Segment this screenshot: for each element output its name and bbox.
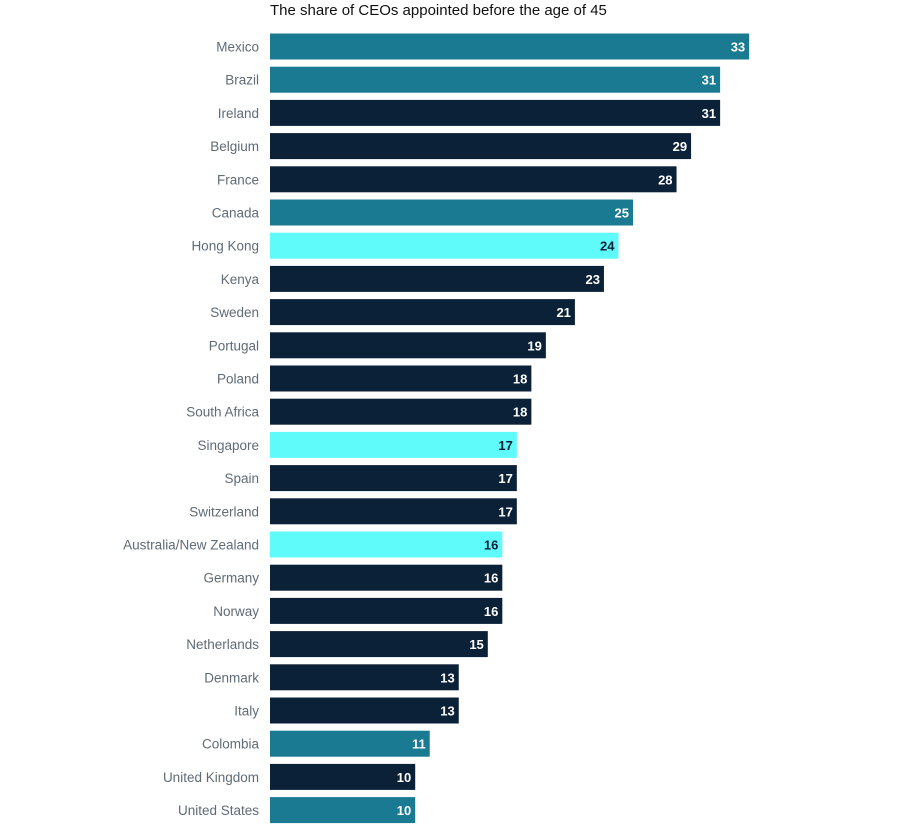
category-label-norway: Norway xyxy=(213,604,259,619)
bar-united-kingdom xyxy=(270,763,416,790)
value-label-norway: 16 xyxy=(484,604,498,619)
category-label-colombia: Colombia xyxy=(202,737,260,752)
value-label-colombia: 11 xyxy=(412,737,426,752)
value-label-hong-kong: 24 xyxy=(600,239,615,254)
category-label-singapore: Singapore xyxy=(197,438,259,453)
bar-row-canada: Canada 25 xyxy=(212,199,633,226)
category-label-australia-new-zealand: Australia/New Zealand xyxy=(123,538,259,553)
bar-mexico xyxy=(270,33,750,60)
bar-row-brazil: Brazil 31 xyxy=(225,66,721,93)
bar-row-portugal: Portugal 19 xyxy=(209,332,546,359)
value-label-canada: 25 xyxy=(615,206,629,221)
value-label-switzerland: 17 xyxy=(498,504,512,519)
bar-row-germany: Germany 16 xyxy=(203,564,503,591)
bar-row-south-africa: South Africa 18 xyxy=(186,398,532,425)
bar-row-australia-new-zealand: Australia/New Zealand 16 xyxy=(123,531,503,558)
bar-row-sweden: Sweden 21 xyxy=(210,299,575,326)
bar-row-norway: Norway 16 xyxy=(213,597,503,624)
bar-belgium xyxy=(270,133,692,160)
bar-row-switzerland: Switzerland 17 xyxy=(189,498,517,525)
bar-row-france: France 28 xyxy=(217,166,677,193)
bar-canada xyxy=(270,199,633,226)
category-label-brazil: Brazil xyxy=(225,73,259,88)
bar-poland xyxy=(270,365,532,392)
category-label-switzerland: Switzerland xyxy=(189,504,259,519)
bar-row-colombia: Colombia 11 xyxy=(202,730,430,757)
category-label-france: France xyxy=(217,172,259,187)
value-label-brazil: 31 xyxy=(702,73,716,88)
bar-row-netherlands: Netherlands 15 xyxy=(186,631,488,658)
category-label-netherlands: Netherlands xyxy=(186,637,259,652)
category-label-south-africa: South Africa xyxy=(186,405,259,420)
category-label-hong-kong: Hong Kong xyxy=(191,239,259,254)
bar-south-africa xyxy=(270,398,532,425)
value-label-italy: 13 xyxy=(440,704,454,719)
category-label-united-kingdom: United Kingdom xyxy=(163,770,259,785)
bar-switzerland xyxy=(270,498,517,525)
category-label-belgium: Belgium xyxy=(210,139,259,154)
bar-united-states xyxy=(270,797,416,824)
bar-hong-kong xyxy=(270,232,619,259)
value-label-singapore: 17 xyxy=(498,438,512,453)
chart-title: The share of CEOs appointed before the a… xyxy=(270,2,607,19)
category-label-kenya: Kenya xyxy=(221,272,260,287)
value-label-belgium: 29 xyxy=(673,139,687,154)
category-label-sweden: Sweden xyxy=(210,305,259,320)
bar-row-kenya: Kenya 23 xyxy=(221,265,604,292)
category-label-ireland: Ireland xyxy=(218,106,259,121)
bar-row-ireland: Ireland 31 xyxy=(218,99,721,126)
bar-row-spain: Spain 17 xyxy=(224,465,517,492)
value-label-germany: 16 xyxy=(484,571,498,586)
value-label-australia-new-zealand: 16 xyxy=(484,538,498,553)
bar-brazil xyxy=(270,66,721,93)
bar-row-italy: Italy 13 xyxy=(234,697,459,724)
bar-row-belgium: Belgium 29 xyxy=(210,133,692,160)
category-label-denmark: Denmark xyxy=(204,670,259,685)
bar-france xyxy=(270,166,677,193)
value-label-mexico: 33 xyxy=(731,40,745,55)
bar-row-mexico: Mexico 33 xyxy=(216,33,750,60)
bar-ireland xyxy=(270,99,721,126)
value-label-denmark: 13 xyxy=(440,670,454,685)
value-label-netherlands: 15 xyxy=(469,637,483,652)
value-label-united-kingdom: 10 xyxy=(397,770,411,785)
value-label-kenya: 23 xyxy=(585,272,599,287)
bar-row-united-states: United States 10 xyxy=(178,797,416,824)
bar-sweden xyxy=(270,299,575,326)
value-label-ireland: 31 xyxy=(702,106,716,121)
bar-row-denmark: Denmark 13 xyxy=(204,664,459,691)
value-label-south-africa: 18 xyxy=(513,405,527,420)
bar-row-united-kingdom: United Kingdom 10 xyxy=(163,763,416,790)
category-label-spain: Spain xyxy=(224,471,259,486)
value-label-sweden: 21 xyxy=(556,305,570,320)
bar-germany xyxy=(270,564,503,591)
category-label-portugal: Portugal xyxy=(209,338,259,353)
bar-singapore xyxy=(270,431,517,458)
bar-row-hong-kong: Hong Kong 24 xyxy=(191,232,619,259)
bar-norway xyxy=(270,597,503,624)
bar-row-singapore: Singapore 17 xyxy=(197,431,517,458)
bar-portugal xyxy=(270,332,546,359)
bar-row-poland: Poland 18 xyxy=(217,365,532,392)
value-label-portugal: 19 xyxy=(527,338,541,353)
bar-italy xyxy=(270,697,459,724)
value-label-united-states: 10 xyxy=(397,803,411,818)
bar-colombia xyxy=(270,730,430,757)
bar-kenya xyxy=(270,265,604,292)
category-label-canada: Canada xyxy=(212,206,260,221)
category-label-poland: Poland xyxy=(217,372,259,387)
category-label-united-states: United States xyxy=(178,803,259,818)
bar-australia-new-zealand xyxy=(270,531,503,558)
category-label-italy: Italy xyxy=(234,704,259,719)
bar-spain xyxy=(270,465,517,492)
value-label-poland: 18 xyxy=(513,372,527,387)
value-label-spain: 17 xyxy=(498,471,512,486)
category-label-mexico: Mexico xyxy=(216,40,259,55)
bar-netherlands xyxy=(270,631,488,658)
value-label-france: 28 xyxy=(658,172,672,187)
category-label-germany: Germany xyxy=(203,571,259,586)
bar-denmark xyxy=(270,664,459,691)
